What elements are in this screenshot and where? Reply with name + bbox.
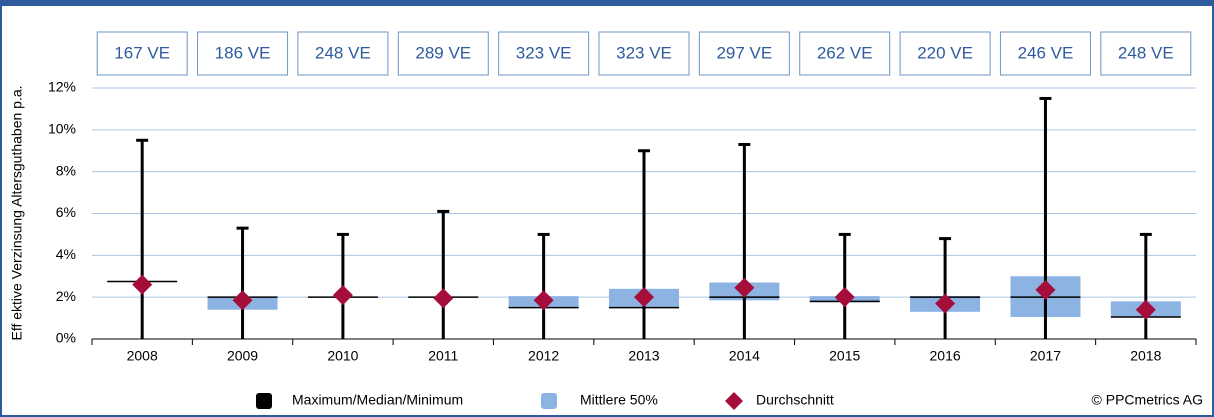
- mean-marker: [533, 290, 554, 311]
- legend-label: Durchschnitt: [756, 392, 834, 408]
- mean-marker: [834, 287, 855, 308]
- top-bar: [0, 0, 1214, 6]
- ve-label: 220 VE: [917, 43, 973, 62]
- legend-label: Mittlere 50%: [580, 392, 658, 408]
- y-tick-label: 10%: [48, 121, 76, 137]
- ve-box: [1100, 31, 1192, 76]
- x-tick-label: 2016: [930, 348, 961, 364]
- x-tick-label: 2018: [1130, 348, 1161, 364]
- y-tick-label: 4%: [56, 246, 76, 262]
- ve-box: [899, 31, 991, 76]
- ve-label: 323 VE: [616, 43, 672, 62]
- legend-swatch: [256, 393, 272, 409]
- x-tick-label: 2015: [829, 348, 860, 364]
- legend-label: Maximum/Median/Minimum: [292, 392, 463, 408]
- ve-box: [698, 31, 790, 76]
- mean-marker: [734, 277, 755, 298]
- x-tick-label: 2009: [227, 348, 258, 364]
- ve-label: 167 VE: [114, 43, 170, 62]
- copyright: © PPCmetrics AG: [1092, 392, 1203, 408]
- x-tick-label: 2014: [729, 348, 760, 364]
- legend-swatch: [541, 393, 557, 409]
- ve-label: 248 VE: [1118, 43, 1174, 62]
- ve-box: [96, 31, 188, 76]
- mean-marker: [935, 293, 956, 314]
- ve-box: [197, 31, 289, 76]
- x-tick-label: 2013: [628, 348, 659, 364]
- mean-marker: [132, 274, 153, 295]
- y-tick-label: 12%: [48, 79, 76, 95]
- ve-box: [598, 31, 690, 76]
- y-axis-label: Eff ektive Verzinsung Altersguthaben p.a…: [9, 85, 25, 340]
- ve-label: 297 VE: [716, 43, 772, 62]
- mean-marker: [1035, 279, 1056, 300]
- mean-marker: [433, 288, 454, 309]
- y-tick-label: 6%: [56, 204, 76, 220]
- mean-marker: [634, 287, 654, 308]
- ve-box: [498, 31, 590, 76]
- mean-marker: [232, 290, 253, 311]
- mean-marker: [332, 285, 353, 306]
- ve-label: 248 VE: [315, 43, 371, 62]
- ve-box: [397, 31, 489, 76]
- ve-label: 323 VE: [516, 43, 572, 62]
- ve-box: [297, 31, 389, 76]
- ve-label: 289 VE: [415, 43, 471, 62]
- ve-label: 246 VE: [1018, 43, 1074, 62]
- x-tick-label: 2011: [428, 348, 458, 364]
- ve-box: [999, 31, 1091, 76]
- x-tick-label: 2010: [327, 348, 358, 364]
- x-tick-label: 2012: [528, 348, 559, 364]
- ve-box: [799, 31, 891, 76]
- y-tick-label: 8%: [56, 162, 76, 178]
- legend-swatch: [725, 392, 743, 410]
- x-tick-label: 2017: [1030, 348, 1061, 364]
- mean-marker: [1135, 299, 1156, 320]
- y-tick-label: 2%: [56, 288, 76, 304]
- y-tick-label: 0%: [56, 330, 76, 346]
- ve-label: 262 VE: [817, 43, 873, 62]
- x-tick-label: 2008: [127, 348, 158, 364]
- ve-label: 186 VE: [215, 43, 271, 62]
